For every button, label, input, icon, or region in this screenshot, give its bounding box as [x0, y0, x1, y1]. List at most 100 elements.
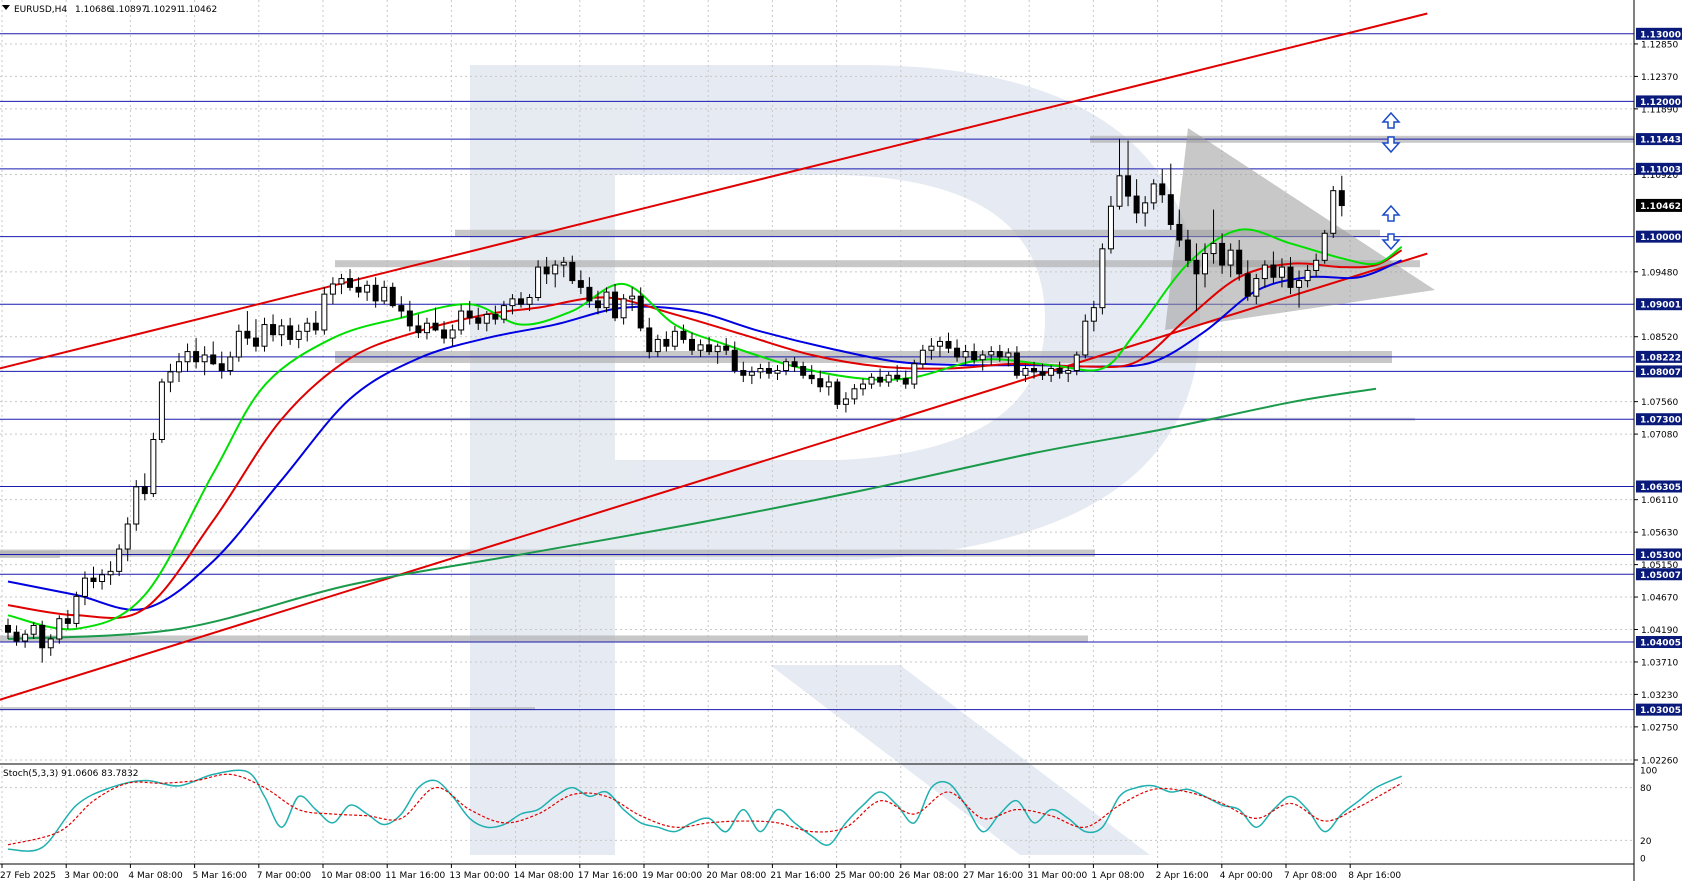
candle-bullish	[1048, 368, 1055, 376]
y-tick-label: 1.05630	[1641, 529, 1678, 539]
candle-bullish	[868, 376, 875, 385]
y-tick-label: 1.04670	[1641, 594, 1678, 604]
y-tick-label: 1.09480	[1641, 268, 1678, 278]
level-label: 1.10000	[1640, 233, 1681, 243]
price-axis[interactable]: 1.12850 1.12370 1.11890 1.10920 1.09480 1.085…	[1634, 40, 1678, 767]
candle-bullish	[158, 381, 165, 441]
x-tick-label: 10 Mar 08:00	[321, 871, 381, 881]
y-tick-label: 1.03710	[1641, 658, 1678, 668]
price-zone	[335, 260, 1420, 268]
level-label-box	[1636, 548, 1682, 561]
candle-bullish	[988, 351, 995, 356]
candle-bearish	[1039, 371, 1046, 376]
candles	[5, 138, 1345, 663]
stochastic-axis: 100 80 20 0	[1640, 767, 1657, 865]
level-label-box	[1636, 95, 1682, 108]
candle-bullish	[107, 570, 114, 576]
stoch-signal-line	[7, 773, 1402, 846]
candle-bearish	[834, 381, 841, 405]
candle-bullish	[1261, 264, 1268, 280]
candle-bearish	[1338, 190, 1345, 207]
time-axis[interactable]: 27 Feb 2025 3 Mar 00:00 4 Mar 08:00 5 Mar 1…	[0, 864, 1401, 881]
level-label: 1.09001	[1640, 301, 1681, 311]
candle-bullish	[714, 345, 721, 353]
candle-bearish	[5, 624, 11, 633]
ohlc-open: 1.10686	[75, 5, 112, 15]
candle-bullish	[671, 330, 678, 347]
ohlc-high: 1.10897	[110, 5, 147, 15]
candle-bearish	[406, 310, 413, 327]
level-label-box	[1636, 703, 1682, 716]
candle-bearish	[731, 349, 738, 372]
x-tick-label: 2 Apr 16:00	[1156, 871, 1209, 881]
candle-bearish	[594, 300, 601, 309]
candle-bearish	[1133, 195, 1140, 214]
candle-bullish	[774, 370, 781, 374]
candle-bullish	[1142, 202, 1149, 214]
candle-bullish	[1278, 266, 1285, 278]
candle-bullish	[509, 298, 516, 307]
y-tick-label: 1.03230	[1641, 691, 1678, 701]
candle-bearish	[492, 313, 499, 320]
candle-bullish	[1202, 253, 1208, 275]
candle-bearish	[663, 338, 670, 347]
candle-bearish	[466, 310, 473, 319]
candle-bullish	[176, 361, 182, 373]
level-label-box	[1636, 568, 1682, 581]
candle-bullish	[423, 322, 430, 334]
level-label: 1.05007	[1640, 571, 1681, 581]
x-tick-label: 1 Apr 08:00	[1091, 871, 1144, 881]
candle-bearish	[398, 305, 405, 312]
candle-bearish	[432, 322, 439, 331]
candle-bearish	[1219, 242, 1226, 266]
y-tick-label: 1.02260	[1641, 757, 1678, 767]
candle-bearish	[1167, 194, 1174, 225]
level-label-box	[1636, 298, 1682, 311]
candle-bullish	[552, 264, 559, 275]
candle-bearish	[347, 278, 353, 288]
x-tick-label: 4 Apr 00:00	[1220, 871, 1273, 881]
level-label: 1.07300	[1640, 416, 1681, 426]
candle-bullish	[1210, 242, 1217, 255]
candle-bullish	[483, 313, 490, 324]
candle-bullish	[295, 330, 302, 340]
candle-bearish	[244, 330, 251, 339]
x-tick-label: 31 Mar 00:00	[1027, 871, 1087, 881]
candle-bullish	[603, 291, 610, 309]
ma-slow-line	[7, 259, 1403, 611]
candle-bearish	[680, 330, 687, 340]
candle-bullish	[321, 293, 328, 331]
candle-bearish	[141, 486, 148, 495]
candle-bullish	[936, 340, 943, 347]
candle-bullish	[620, 298, 627, 319]
candle-bearish	[1184, 239, 1191, 261]
candle-bullish	[1116, 175, 1123, 207]
level-label: 1.04005	[1640, 639, 1681, 649]
candle-bearish	[287, 325, 294, 340]
candle-bearish	[740, 370, 747, 376]
dropdown-triangle-icon	[2, 5, 10, 10]
x-tick-label: 14 Mar 08:00	[514, 871, 574, 881]
candle-bearish	[13, 631, 20, 642]
candle-bearish	[1193, 259, 1200, 275]
candle-bullish	[30, 624, 37, 635]
candle-bullish	[124, 523, 131, 550]
level-label: 1.08007	[1640, 368, 1681, 378]
y-tick-label: 1.08520	[1641, 333, 1678, 343]
candle-bullish	[962, 351, 969, 358]
level-label: 1.11443	[1640, 136, 1681, 146]
candle-bearish	[577, 280, 584, 288]
level-label-box	[1636, 365, 1682, 378]
candle-bullish	[629, 295, 636, 300]
x-tick-label: 26 Mar 08:00	[899, 871, 959, 881]
ma-mid-line	[7, 249, 1403, 620]
candle-bearish	[252, 337, 259, 347]
candle-bullish	[860, 383, 866, 390]
candle-bearish	[1125, 175, 1132, 197]
x-tick-label: 27 Feb 2025	[0, 871, 56, 881]
candle-bullish	[261, 324, 268, 347]
ohlc-low: 1.10291	[145, 5, 182, 15]
y-tick-label: 1.11890	[1641, 105, 1678, 115]
stochastic-oscillator[interactable]	[7, 769, 1402, 852]
